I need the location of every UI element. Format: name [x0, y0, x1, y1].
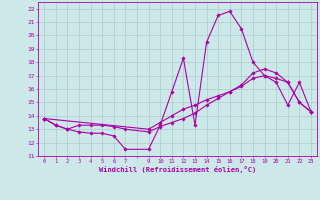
- X-axis label: Windchill (Refroidissement éolien,°C): Windchill (Refroidissement éolien,°C): [99, 166, 256, 173]
